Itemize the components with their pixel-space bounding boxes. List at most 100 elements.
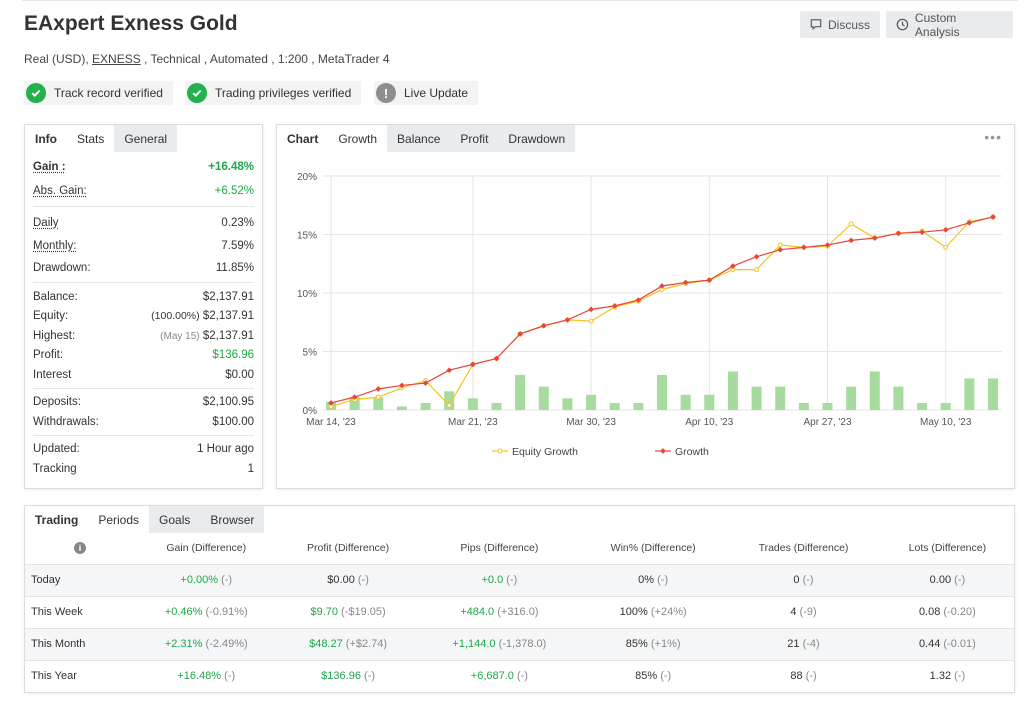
bar — [964, 378, 975, 410]
tab-profit[interactable]: Profit — [450, 125, 499, 152]
series-point — [446, 402, 452, 408]
cell-difference: (-) — [654, 574, 669, 586]
series-point — [801, 244, 807, 251]
legend-label: Growth — [675, 446, 709, 458]
table-cell: 21 (-4) — [726, 627, 881, 660]
cell-difference: (-) — [503, 574, 518, 586]
tab-growth[interactable]: Growth — [328, 125, 388, 152]
highest-value: (May 15) $2,137.91 — [160, 330, 254, 342]
drawdown-value: 11.85% — [215, 262, 254, 274]
column-header: Lots (Difference) — [908, 542, 987, 555]
tab-info[interactable]: Info — [25, 125, 67, 152]
equity-percent: (100.00%) — [151, 310, 200, 323]
withdrawals-value: $100.00 — [212, 415, 254, 428]
tab-stats[interactable]: Stats — [67, 125, 115, 152]
highest-label: Highest: — [33, 329, 76, 342]
equity-label: Equity: — [33, 310, 69, 323]
tab-trading[interactable]: Trading — [25, 506, 89, 533]
profit-value: $136.96 — [212, 349, 254, 362]
tab-goals[interactable]: Goals — [149, 506, 201, 533]
daily-label[interactable]: Daily — [33, 216, 59, 229]
cell-value: 0 — [793, 574, 800, 586]
tab-periods[interactable]: Periods — [88, 506, 150, 533]
cell-value: +0.0 — [481, 574, 504, 586]
gain-value: +16.48% — [208, 161, 254, 173]
table-cell: +16.48% (-) — [135, 659, 278, 692]
cell-value: +2.31% — [164, 638, 203, 650]
table-row: Today +0.00% (-) $0.00 (-) +0.0 (-) 0% (-) 0 … — [25, 563, 1014, 596]
series-point — [517, 331, 523, 337]
bar — [775, 386, 786, 410]
broker-link[interactable]: EXNESS — [92, 52, 141, 66]
cell-value: 85% — [625, 638, 648, 650]
bar — [704, 394, 715, 410]
tab-chart[interactable]: Chart — [277, 125, 329, 152]
bar — [846, 386, 857, 410]
tab-browser[interactable]: Browser — [200, 506, 265, 533]
comment-icon — [810, 19, 822, 30]
table-cell: 85% (+1%) — [580, 627, 727, 660]
table-row: This Week +0.46% (-0.91%) $9.70 (-$19.05) +… — [25, 595, 1014, 628]
bar — [680, 394, 691, 410]
periods-tabs: Trading Periods Goals Browser — [25, 506, 1014, 533]
withdrawals-label: Withdrawals: — [33, 415, 99, 428]
series-point — [730, 263, 736, 269]
live-update-badge[interactable]: ! Live Update — [374, 81, 479, 105]
cell-value: 0.44 — [918, 638, 941, 650]
column-header: Trades (Difference) — [758, 542, 849, 555]
divider — [33, 434, 254, 436]
bar — [917, 402, 928, 410]
column-header: Pips (Difference) — [460, 542, 539, 555]
tab-balance[interactable]: Balance — [387, 125, 451, 152]
tab-general[interactable]: General — [114, 125, 178, 152]
cell-value: $0.00 — [327, 574, 355, 586]
series-point — [848, 221, 854, 227]
bar — [727, 371, 738, 410]
more-options-icon[interactable]: ••• — [984, 129, 1002, 145]
highest-amount: $2,137.91 — [202, 329, 254, 342]
divider — [33, 387, 254, 389]
cell-difference: (-) — [951, 670, 966, 683]
abs-gain-label[interactable]: Abs. Gain: — [33, 185, 87, 197]
series-point — [848, 237, 854, 244]
custom-analysis-button[interactable]: Custom Analysis — [886, 11, 1013, 39]
table-row: This Year +16.48% (-) $136.96 (-) +6,687.0 … — [25, 659, 1014, 692]
table-cell: +0.0 (-) — [418, 563, 581, 596]
series-point — [706, 277, 713, 283]
table-cell: $9.70 (-$19.05) — [277, 595, 419, 628]
table-cell: 0% (-) — [580, 563, 727, 596]
x-tick-label: Apr 27, '23 — [803, 417, 851, 428]
gain-label[interactable]: Gain : — [33, 161, 66, 173]
info-icon[interactable]: i — [74, 542, 86, 555]
x-tick-label: Apr 10, '23 — [685, 417, 733, 428]
series-point — [754, 267, 760, 273]
column-header: Profit (Difference) — [307, 542, 390, 555]
cell-value: 100% — [619, 606, 648, 618]
bar — [396, 406, 407, 410]
subtitle-suffix: , Technical , Automated , 1:200 , MetaTr… — [140, 52, 390, 66]
cell-value: $9.70 — [310, 606, 338, 618]
balance-value: $2,137.91 — [202, 290, 254, 303]
cell-difference: (-) — [360, 670, 375, 683]
bar — [515, 374, 526, 410]
abs-gain-value: +6.52% — [214, 185, 254, 197]
monthly-label[interactable]: Monthly: — [33, 239, 77, 252]
cell-value: +0.46% — [164, 606, 203, 618]
subtitle-prefix: Real (USD), — [24, 52, 93, 66]
cell-difference: (-$19.05) — [337, 606, 386, 618]
cell-difference: (-9) — [796, 606, 817, 618]
series-point — [446, 367, 453, 374]
deposits-label: Deposits: — [33, 396, 81, 409]
bar — [538, 386, 549, 410]
tab-drawdown[interactable]: Drawdown — [498, 125, 576, 152]
table-cell: 0.00 (-) — [880, 563, 1014, 596]
series-point — [943, 244, 949, 250]
bar — [798, 402, 809, 410]
discuss-button[interactable]: Discuss — [800, 11, 880, 38]
periods-table-body: Today +0.00% (-) $0.00 (-) +0.0 (-) 0% (-) 0 … — [25, 563, 1014, 692]
cell-difference: (-0.20) — [940, 606, 976, 618]
table-cell: +484.0 (+316.0) — [418, 595, 581, 628]
table-cell: 100% (+24%) — [580, 595, 727, 628]
cell-difference: (-4) — [799, 638, 820, 650]
cell-value: 21 — [787, 638, 800, 650]
